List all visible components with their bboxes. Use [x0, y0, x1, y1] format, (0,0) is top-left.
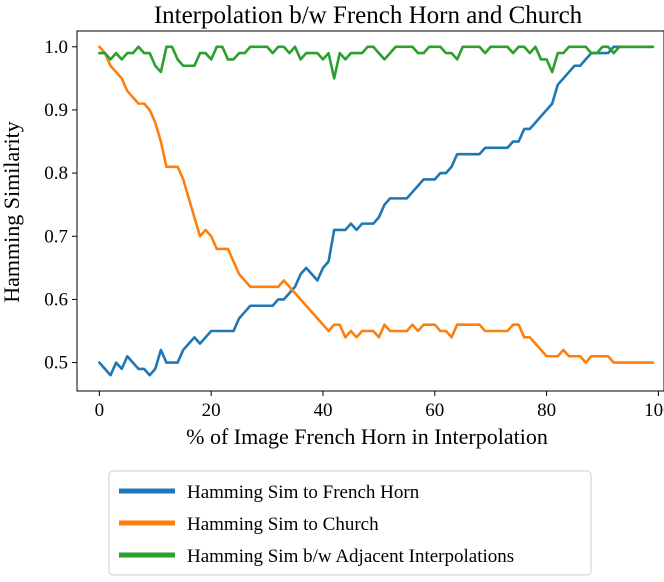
x-tick-label: 60 — [425, 400, 444, 421]
y-tick-label: 0.8 — [44, 163, 68, 184]
legend: Hamming Sim to French Horn Hamming Sim to… — [108, 470, 592, 576]
series-line-1 — [98, 45, 655, 377]
y-tick-label: 0.7 — [44, 226, 68, 247]
y-axis-ticks: 0.5 0.6 0.7 0.8 0.9 1.0 — [44, 37, 77, 374]
x-tick-label: 80 — [537, 400, 556, 421]
series-line-3 — [98, 45, 655, 80]
legend-label-1: Hamming Sim to French Horn — [187, 482, 420, 503]
x-tick-label: 0 — [95, 400, 105, 421]
x-tick-label: 40 — [313, 400, 332, 421]
legend-label-3: Hamming Sim b/w Adjacent Interpolations — [187, 546, 514, 567]
y-tick-label: 0.5 — [44, 353, 68, 374]
x-axis-ticks: 0 20 40 60 80 100 — [95, 391, 664, 421]
legend-items: Hamming Sim to French Horn Hamming Sim to… — [119, 482, 514, 567]
series-group — [98, 45, 655, 377]
y-axis-label: Hamming Similarity — [0, 121, 24, 303]
chart-title: Interpolation b/w French Horn and Church — [154, 2, 583, 29]
x-axis-label: % of Image French Horn in Interpolation — [186, 424, 548, 449]
legend-label-2: Hamming Sim to Church — [187, 514, 379, 535]
y-tick-label: 1.0 — [44, 37, 68, 58]
series-line-2 — [98, 45, 655, 364]
x-tick-label: 20 — [202, 400, 221, 421]
plot-area: 0 20 40 60 80 100 0.5 0.6 0.7 0.8 0.9 1.0 — [44, 30, 664, 421]
y-tick-label: 0.9 — [44, 100, 68, 121]
plot-frame — [76, 30, 664, 392]
y-tick-label: 0.6 — [44, 289, 68, 310]
x-tick-label: 100 — [644, 400, 664, 421]
legend-frame — [108, 470, 592, 576]
